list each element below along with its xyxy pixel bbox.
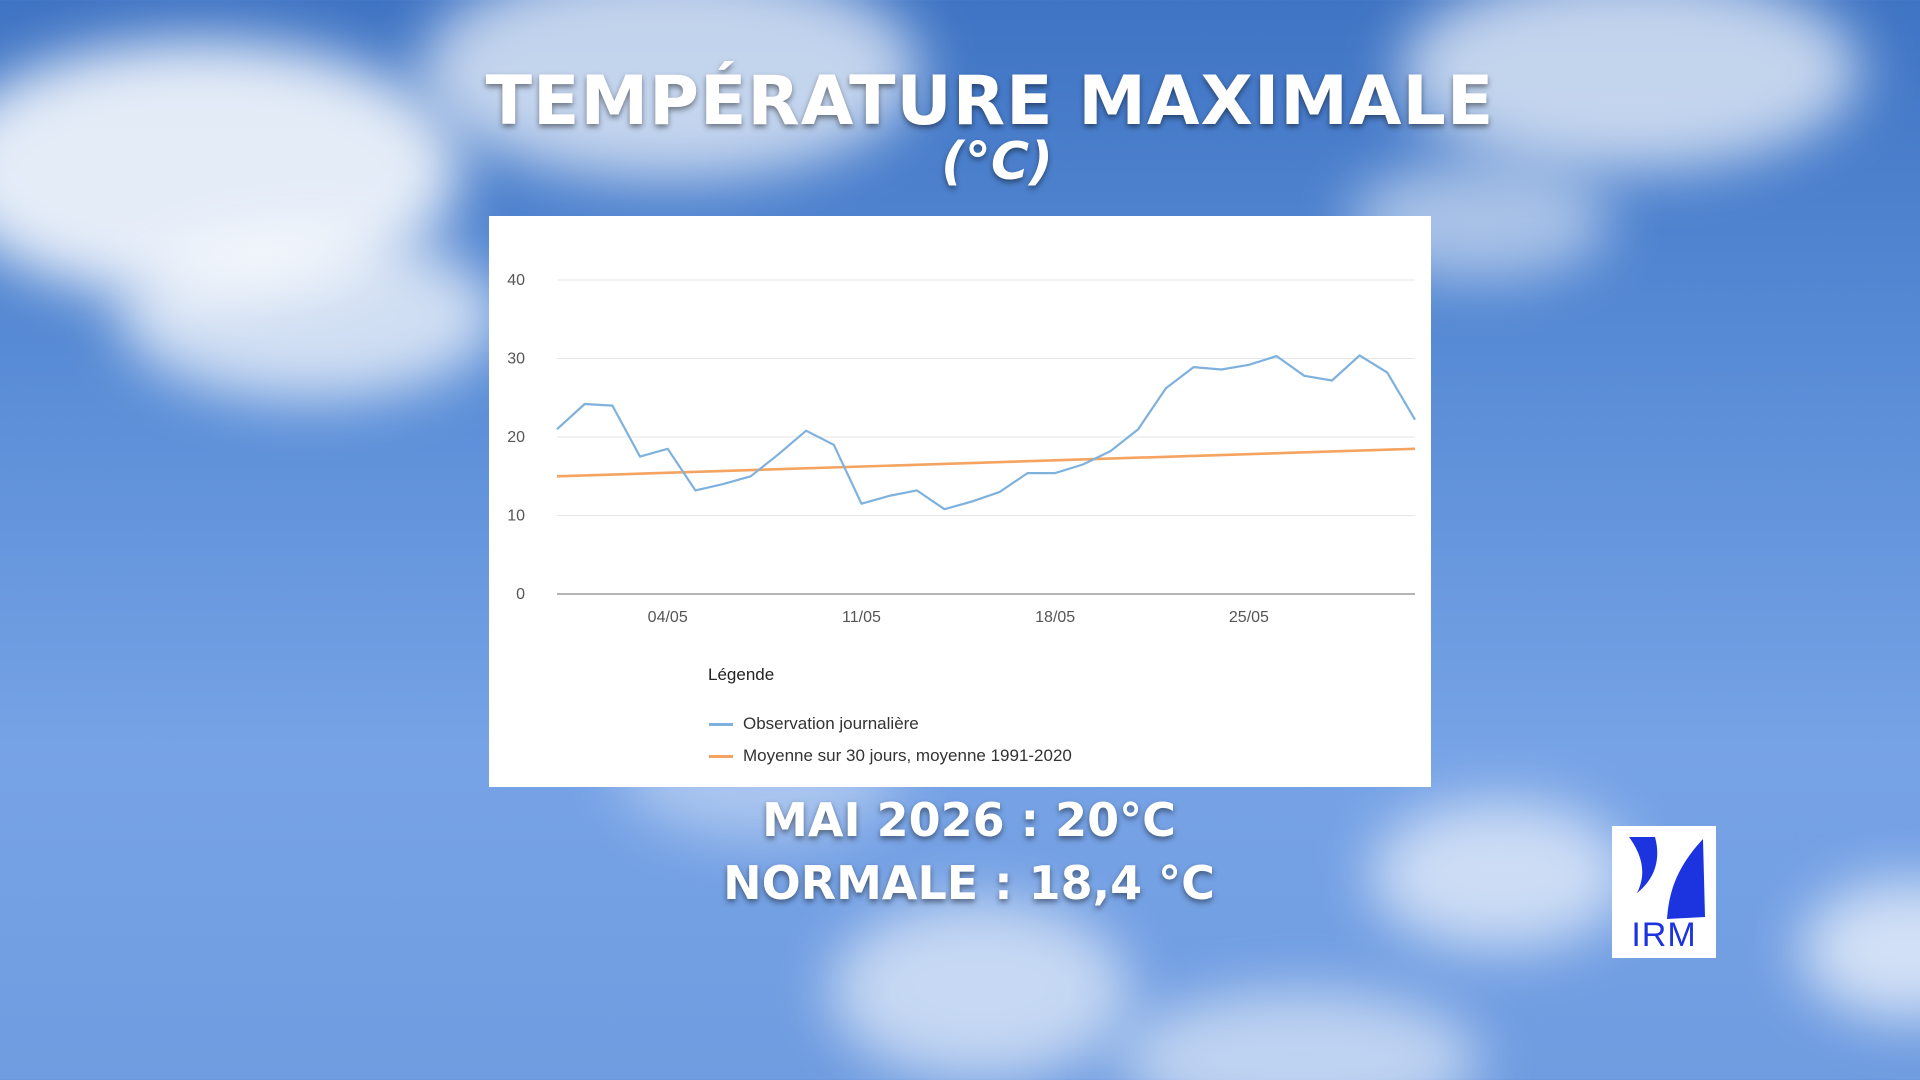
x-tick-label-18-05: 18/05 <box>1035 609 1075 626</box>
cloud-shape <box>830 900 1130 1080</box>
cloud-shape <box>1400 0 1860 170</box>
normal-value: NORMALE : 18,4 °C <box>723 856 1215 910</box>
legend-swatch-average <box>709 754 733 758</box>
series-line-observation <box>556 354 1416 511</box>
legend-label-observation: Observation journalière <box>743 714 919 733</box>
chart-title: TEMPÉRATURE MAXIMALE <box>485 62 1495 141</box>
temperature-line-chart: 0 10 20 30 40 04/05 11/05 18/05 25/05 <box>507 272 1416 626</box>
legend-label-average: Moyenne sur 30 jours, moyenne 1991-2020 <box>743 746 1072 765</box>
chart-panel: 0 10 20 30 40 04/05 11/05 18/05 25/05 Légende Ob… <box>489 216 1431 787</box>
irm-logo-emblem <box>1629 837 1705 919</box>
monthly-value: MAI 2026 : 20°C <box>762 793 1176 847</box>
x-tick-label-25-05: 25/05 <box>1229 609 1269 626</box>
legend-item-average: Moyenne sur 30 jours, moyenne 1991-2020 <box>709 746 1072 766</box>
series-line-average <box>556 447 1416 478</box>
cloud-shape <box>1370 800 1630 950</box>
y-tick-label-30: 30 <box>507 351 525 368</box>
irm-logo: IRM <box>1612 826 1716 958</box>
legend-swatch-observation <box>709 722 733 726</box>
cloud-shape <box>1120 990 1480 1080</box>
legend-item-observation: Observation journalière <box>709 714 919 734</box>
irm-logo-text: IRM <box>1631 916 1697 954</box>
x-tick-label-11-05: 11/05 <box>842 609 881 626</box>
y-tick-label-10: 10 <box>507 508 525 525</box>
y-tick-label-0: 0 <box>516 586 525 603</box>
x-tick-label-04-05: 04/05 <box>648 609 688 626</box>
y-tick-label-40: 40 <box>507 272 525 289</box>
legend-title: Légende <box>708 665 775 684</box>
chart-unit-subtitle: (°C) <box>941 132 1053 192</box>
y-tick-label-20: 20 <box>507 429 525 446</box>
cloud-shape <box>120 230 500 400</box>
cloud-shape <box>420 0 920 180</box>
